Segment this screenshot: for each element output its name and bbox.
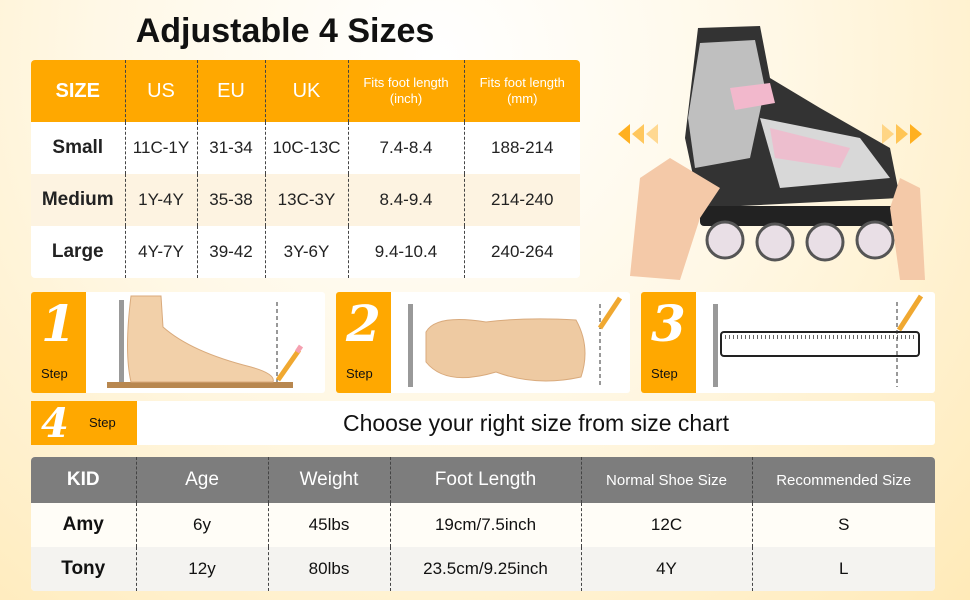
step-tag: 4 Step	[31, 401, 137, 445]
header-us: US	[124, 60, 197, 122]
header-uk: UK	[264, 60, 348, 122]
step-tag: 1 Step	[31, 292, 86, 393]
cell: 12C	[580, 503, 752, 547]
cell: 7.4-8.4	[347, 122, 464, 174]
step-1-panel: 1 Step	[31, 292, 325, 393]
cell: Medium	[31, 174, 125, 226]
table-row: Tony 12y 80lbs 23.5cm/9.25inch 4Y L	[31, 547, 935, 591]
cell: S	[751, 503, 935, 547]
foot-sole-illustration	[408, 296, 623, 387]
cell: 9.4-10.4	[347, 226, 464, 278]
cell: 8.4-9.4	[347, 174, 464, 226]
kid-example-table: KID Age Weight Foot Length Normal Shoe S…	[31, 457, 935, 591]
cell: 12y	[135, 547, 268, 591]
cell: 11C-1Y	[124, 122, 197, 174]
header-normal-shoe-size: Normal Shoe Size	[580, 457, 752, 503]
cell: 240-264	[463, 226, 580, 278]
kid-table-header: KID Age Weight Foot Length Normal Shoe S…	[31, 457, 935, 503]
step-tag: 3 Step	[641, 292, 696, 393]
cell: 80lbs	[267, 547, 390, 591]
table-row: Small 11C-1Y 31-34 10C-13C 7.4-8.4 188-2…	[31, 122, 580, 174]
header-eu: EU	[196, 60, 265, 122]
header-foot-length: Foot Length	[389, 457, 581, 503]
cell: Tony	[31, 547, 136, 591]
step-label: Step	[651, 366, 678, 381]
page-title: Adjustable 4 Sizes	[135, 12, 435, 50]
table-row: Medium 1Y-4Y 35-38 13C-3Y 8.4-9.4 214-24…	[31, 174, 580, 226]
header-recommended-size: Recommended Size	[751, 457, 935, 503]
step-number: 1	[41, 294, 76, 353]
cell: 23.5cm/9.25inch	[389, 547, 581, 591]
pencil-icon	[597, 296, 623, 330]
ruler-illustration	[713, 294, 924, 387]
step-label: Step	[346, 366, 373, 381]
cell: 19cm/7.5inch	[389, 503, 581, 547]
header-weight: Weight	[267, 457, 390, 503]
cell: 13C-3Y	[264, 174, 348, 226]
arrow-left-icon	[618, 124, 658, 144]
step-label: Step	[41, 366, 68, 381]
cell: 45lbs	[267, 503, 390, 547]
cell: 6y	[135, 503, 268, 547]
inline-skate-image	[618, 26, 925, 280]
cell: Small	[52, 137, 104, 158]
cell: 3Y-6Y	[264, 226, 348, 278]
cell: L	[751, 547, 935, 591]
cell: 4Y	[580, 547, 752, 591]
header-size: SIZE	[31, 60, 125, 122]
step-number: 2	[346, 294, 381, 353]
pencil-icon	[275, 344, 304, 382]
header-mm: Fits foot length (mm)	[463, 60, 580, 122]
cell: Amy	[62, 514, 104, 535]
step-2-panel: 2 Step	[336, 292, 630, 393]
table-row: Large 4Y-7Y 39-42 3Y-6Y 9.4-10.4 240-264	[31, 226, 580, 278]
cell: Large	[51, 241, 104, 262]
header-inch: Fits foot length (inch)	[347, 60, 464, 122]
step-number: 3	[651, 294, 686, 353]
step-3-panel: 3 Step	[641, 292, 935, 393]
size-chart-table: SIZE US EU UK Fits foot length (inch) Fi…	[31, 60, 580, 278]
step-4-panel: 4 Step Choose your right size from size …	[31, 401, 935, 445]
step-label: Step	[89, 415, 116, 430]
step-number: 4	[41, 400, 69, 447]
step-tag: 2 Step	[336, 292, 391, 393]
table-row: Amy 6y 45lbs 19cm/7.5inch 12C S	[31, 503, 935, 547]
header-kid: KID	[31, 457, 136, 503]
size-table-header: SIZE US EU UK Fits foot length (inch) Fi…	[31, 60, 580, 122]
cell: 35-38	[196, 174, 265, 226]
header-age: Age	[135, 457, 268, 503]
pencil-icon	[896, 294, 924, 332]
cell: 10C-13C	[264, 122, 348, 174]
cell: 4Y-7Y	[124, 226, 197, 278]
foot-side-illustration	[107, 295, 304, 388]
cell: 31-34	[196, 122, 265, 174]
step-4-instruction: Choose your right size from size chart	[342, 410, 730, 436]
cell: 188-214	[463, 122, 580, 174]
arrow-right-icon	[882, 124, 922, 144]
cell: 1Y-4Y	[124, 174, 197, 226]
cell: 214-240	[463, 174, 580, 226]
cell: 39-42	[196, 226, 265, 278]
